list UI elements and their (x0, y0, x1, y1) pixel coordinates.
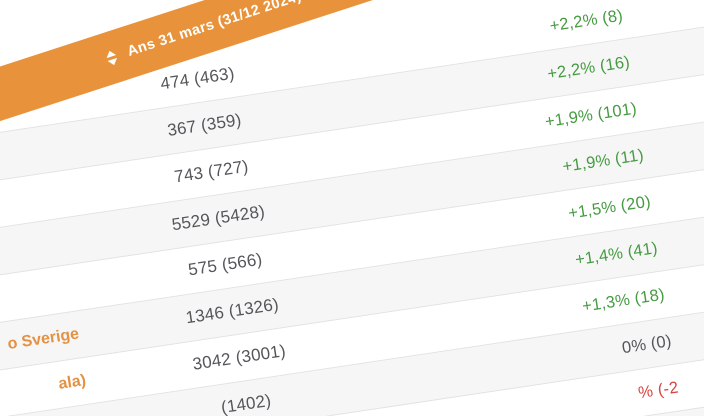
sort-down-triangle (107, 57, 119, 67)
sort-up-triangle (104, 48, 116, 58)
sort-arrows-icon[interactable] (104, 48, 119, 67)
